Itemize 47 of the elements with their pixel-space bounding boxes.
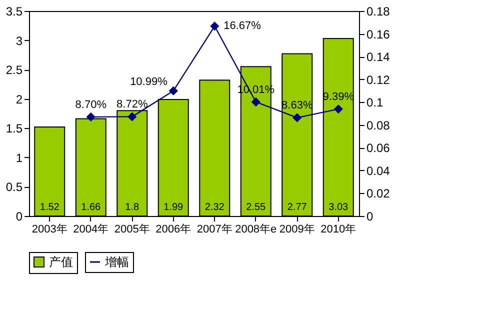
point — [86, 112, 96, 122]
y-tick-label: 2.5 — [6, 63, 23, 78]
y-tick-label: 0.5 — [6, 180, 23, 194]
data-label: 8.72% — [116, 98, 148, 111]
x-tick-label: 2008年e — [235, 224, 277, 236]
point — [292, 114, 302, 122]
x-tick-label: 2007年 — [196, 224, 232, 236]
y2-tick-label: 0.06 — [366, 141, 390, 156]
data-label: 1.52 — [40, 202, 60, 213]
data-label: 2.77 — [287, 202, 308, 213]
y-tick-label: 0 — [16, 210, 23, 224]
data-label: 16.67% — [224, 20, 262, 32]
x-tick-label: 2003年 — [32, 224, 68, 236]
data-label: 2.32 — [204, 202, 225, 213]
data-label: 8.70% — [75, 98, 107, 111]
point — [210, 22, 219, 30]
data-label: 1.8 — [125, 202, 140, 213]
y-tick-label: 1.5 — [6, 122, 23, 136]
data-label: 10.99% — [130, 76, 168, 88]
y2-tick-label: 0.1 — [366, 96, 384, 110]
x-tick-label: 2004年 — [73, 224, 109, 236]
point — [169, 86, 178, 95]
y-tick-label: 3.5 — [6, 4, 23, 18]
data-label: 1.99 — [164, 202, 184, 213]
y2-tick-label: 0.04 — [366, 164, 390, 178]
data-label: 2.55 — [246, 202, 266, 213]
legend-label: 增幅 — [104, 255, 129, 269]
point — [334, 104, 343, 114]
y-tick-label: 1 — [16, 150, 23, 165]
y2-tick-label: 0.16 — [366, 27, 390, 42]
y2-tick-label: 0.12 — [366, 72, 390, 87]
x-tick-label: 2009年 — [279, 224, 315, 236]
x-tick-label: 2006年 — [156, 224, 192, 236]
y2-tick-label: 0 — [366, 210, 374, 224]
x-tick-label: 2010年 — [320, 224, 356, 236]
y2-tick-label: 0.18 — [366, 4, 390, 18]
point — [128, 112, 136, 121]
point — [252, 98, 260, 106]
y2-tick-label: 0.08 — [366, 118, 390, 132]
y2-tick-label: 0.02 — [366, 186, 390, 201]
x-tick-label: 2005年 — [114, 224, 150, 236]
y2-tick-label: 0.14 — [366, 50, 390, 64]
data-label: 1.66 — [81, 202, 102, 213]
y-tick-label: 2 — [16, 92, 23, 106]
data-label: 3.03 — [328, 202, 349, 213]
y-tick-label: 3 — [16, 34, 23, 48]
legend-label: 产值 — [49, 255, 73, 269]
